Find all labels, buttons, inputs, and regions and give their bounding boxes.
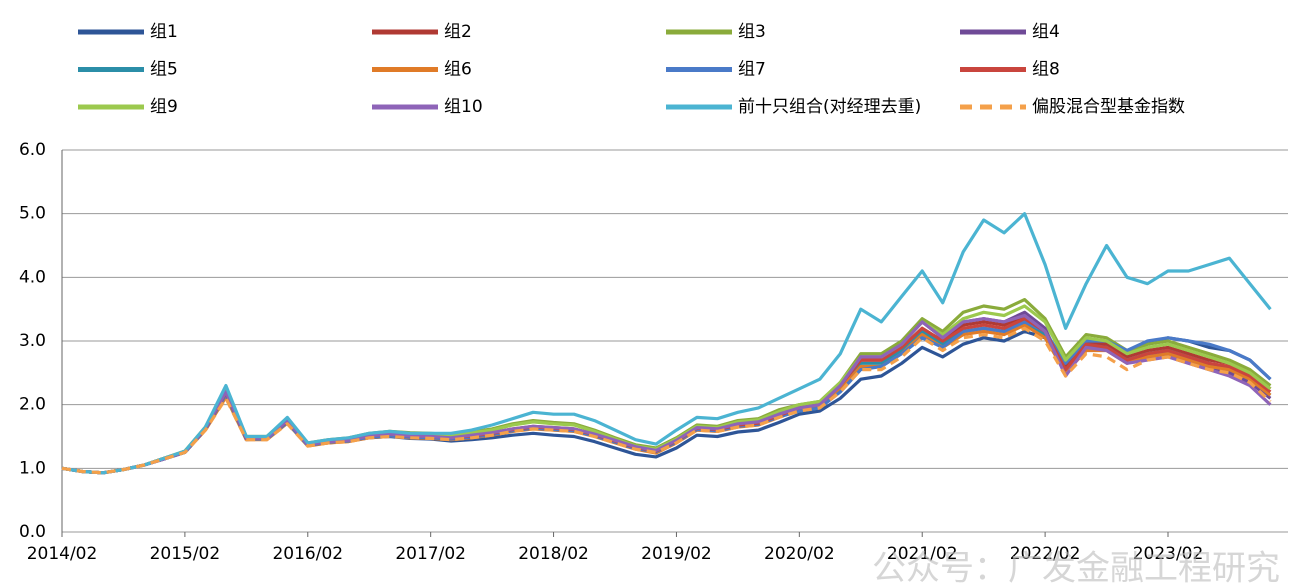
y-tick-label: 0.0 [19, 522, 46, 542]
legend-label: 组8 [1032, 60, 1060, 80]
x-tick-label: 2015/02 [150, 544, 221, 564]
x-tick-label: 2023/02 [1133, 544, 1204, 564]
legend-label: 组4 [1032, 22, 1060, 42]
legend-label: 组2 [444, 22, 472, 42]
y-tick-label: 4.0 [19, 267, 46, 287]
x-tick-label: 2019/02 [641, 544, 712, 564]
legend-label: 组5 [150, 60, 178, 80]
watermark: 公众号：广发金融工程研究 [872, 549, 1280, 585]
legend-label: 组10 [444, 97, 483, 117]
legend-label: 组6 [444, 60, 472, 80]
y-tick-label: 5.0 [19, 204, 46, 224]
series-line [61, 326, 1272, 475]
y-tick-label: 1.0 [19, 458, 46, 478]
y-tick-label: 3.0 [19, 331, 46, 351]
y-tick-label: 6.0 [19, 140, 46, 160]
legend-label: 组1 [150, 22, 178, 42]
legend-label: 前十只组合(对经理去重) [738, 97, 921, 117]
x-tick-label: 2016/02 [272, 544, 343, 564]
legend-label: 组7 [738, 60, 766, 80]
x-tick-label: 2018/02 [518, 544, 589, 564]
x-tick-label: 2017/02 [395, 544, 466, 564]
x-tick-label: 2022/02 [1010, 544, 1081, 564]
x-tick-label: 2021/02 [887, 544, 958, 564]
series-line [61, 329, 1272, 475]
y-tick-label: 2.0 [19, 395, 46, 415]
series-line [61, 212, 1272, 475]
x-tick-label: 2020/02 [764, 544, 835, 564]
legend-label: 偏股混合型基金指数 [1032, 97, 1185, 117]
legend-label: 组9 [150, 97, 178, 117]
x-tick-label: 2014/02 [27, 544, 98, 564]
legend-label: 组3 [738, 22, 766, 42]
